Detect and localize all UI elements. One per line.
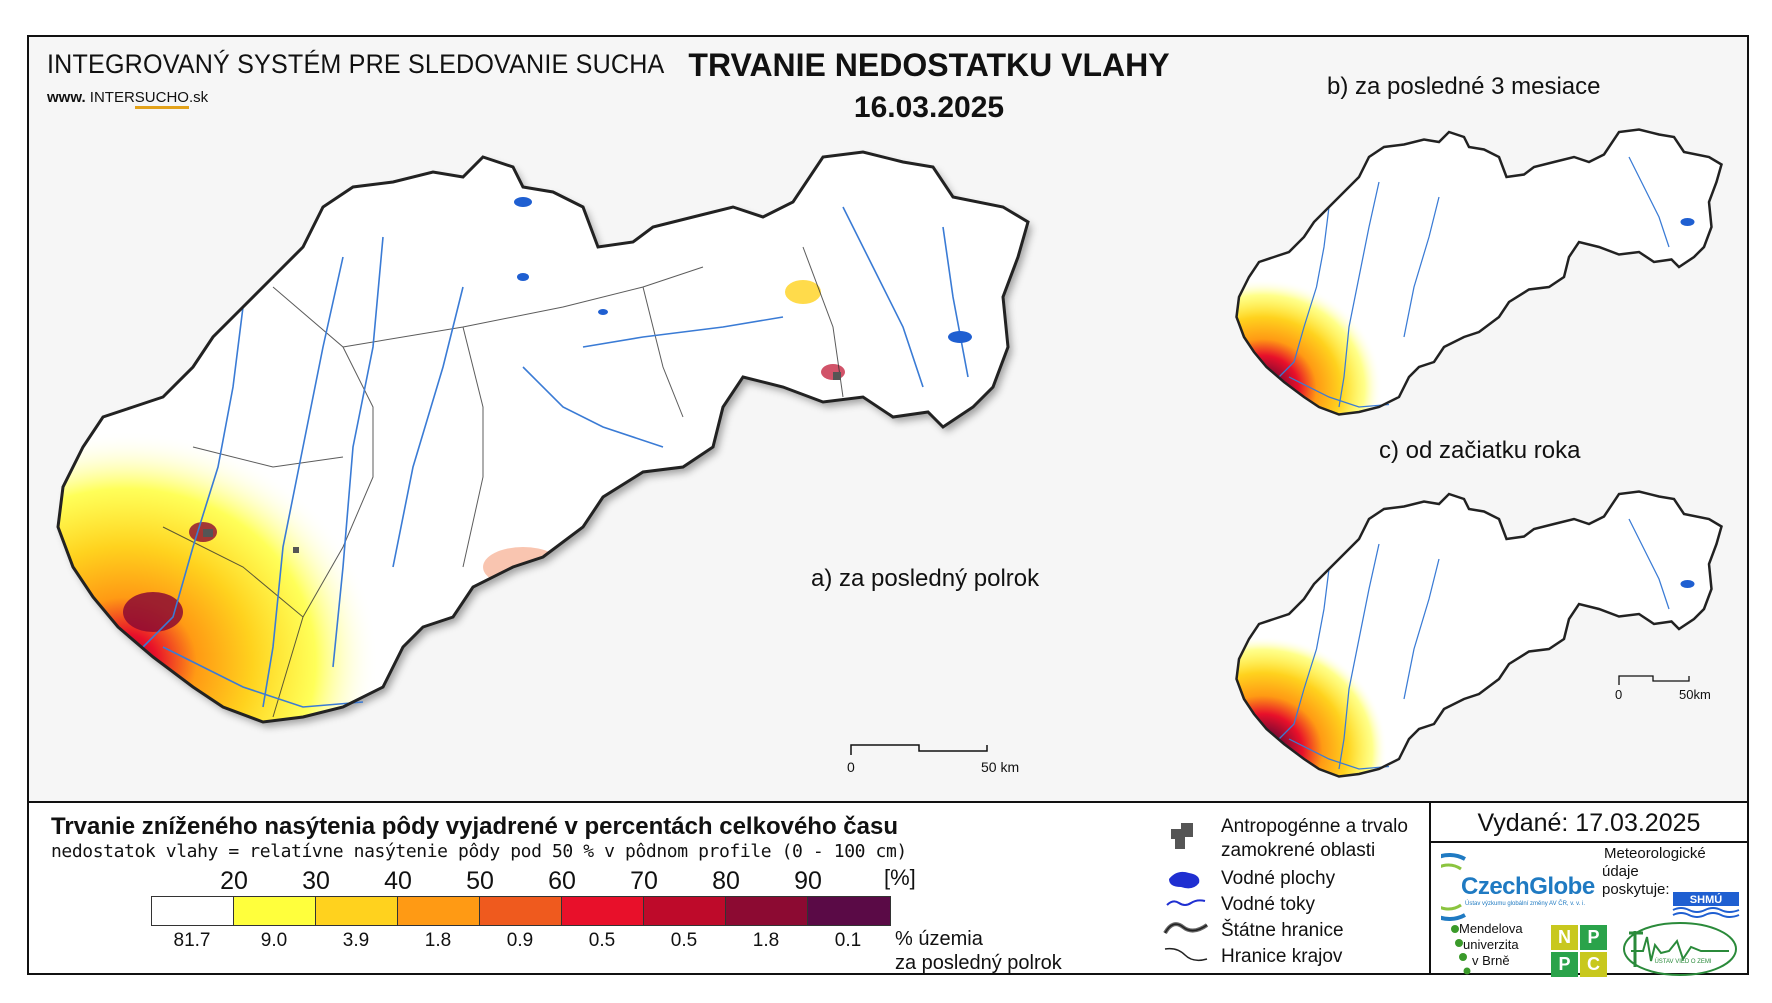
legend-tick: 30 (302, 867, 330, 895)
mendel-dots-icon (1451, 925, 1471, 975)
nppc-letter: P (1551, 952, 1578, 977)
water-area-icon (1169, 871, 1200, 889)
small-scale-zero: 0 (1615, 687, 1623, 702)
nppc-letter: C (1580, 952, 1607, 977)
uvz-text: ÚSTAV VIED O ZEMI (1654, 958, 1711, 965)
legend-swatch (316, 897, 398, 925)
legend-tick: 40 (384, 867, 412, 895)
legend-tick: 80 (712, 867, 740, 895)
legend-tick: 90 (794, 867, 822, 895)
small-scale-bar (1618, 675, 1690, 685)
legend-color-scale (151, 896, 891, 926)
main-scale-zero: 0 (847, 759, 855, 775)
legend-percent: 9.0 (260, 930, 288, 951)
issued-date: Vydané: 17.03.2025 (1477, 809, 1701, 837)
website-suffix: .sk (188, 89, 209, 106)
region-border-icon (1164, 947, 1208, 962)
map-date: 16.03.2025 (853, 91, 1005, 124)
anthro-line1: Antropogénne a trvalo (1221, 816, 1408, 837)
legend-percent: 1.8 (752, 930, 780, 951)
czechglobe-name: CzechGlobe (1461, 873, 1595, 900)
legend-percent-label-line1: % územia (895, 928, 983, 950)
anthro-line2: zamokrené oblasti (1221, 840, 1376, 861)
legend-swatch (562, 897, 644, 925)
meteo-line2: údaje (1602, 863, 1639, 880)
main-map (56, 150, 1030, 724)
legend-tick: 20 (220, 867, 248, 895)
panel-a-label: a) za posledný polrok (811, 565, 1040, 592)
uvz-logo: ÚSTAV VIED O ZEMI (1623, 922, 1737, 976)
legend-swatch (726, 897, 808, 925)
water-flows-label: Vodné toky (1221, 894, 1316, 915)
legend-swatch (398, 897, 480, 925)
legend-percent: 81.7 (173, 930, 211, 951)
website-brand-a: INTER (89, 89, 135, 106)
legend-swatch (808, 897, 890, 925)
panel-b-map (1235, 128, 1723, 416)
legend-percent: 1.8 (424, 930, 452, 951)
legend-percent: 0.5 (670, 930, 698, 951)
nppc-letter: P (1580, 925, 1607, 950)
legend-percent-label-line2: za posledný polrok (895, 952, 1062, 974)
legend-percent: 0.9 (506, 930, 534, 951)
small-scale-end: 50km (1679, 687, 1711, 702)
legend-tick: 70 (630, 867, 658, 895)
website-prefix: www. (47, 89, 86, 106)
panel-c-label: c) od začiatku roka (1379, 437, 1581, 464)
website-brand-b: SUCHO (134, 89, 189, 109)
website-link[interactable]: www. INTERSUCHO.sk (47, 89, 209, 109)
legend-title: Trvanie zníženého nasýtenia pôdy vyjadre… (51, 813, 898, 840)
meteo-provider-label: Meteorologické údaje poskytuje: (1602, 845, 1706, 899)
czechglobe-logo (1441, 853, 1466, 921)
region-border-label: Hranice krajov (1221, 946, 1343, 967)
anthro-label: Antropogénne a trvalo zamokrené oblasti (1221, 815, 1408, 863)
legend-percent: 0.5 (588, 930, 616, 951)
shmu-text: SHMÚ (1690, 893, 1722, 906)
legend-swatch (480, 897, 562, 925)
panel-b-label: b) za posledné 3 mesiace (1327, 73, 1601, 100)
main-scale-bar (850, 744, 988, 755)
legend-unit: [%] (884, 865, 916, 890)
czechglobe-subtitle: Ústav výzkumu globální změny AV ČR, v. v… (1465, 901, 1586, 907)
legend-swatch (152, 897, 234, 925)
legend-swatch (644, 897, 726, 925)
mendel-line1: Mendelova (1459, 921, 1523, 936)
map-title: TRVANIE NEDOSTATKU VLAHY (688, 47, 1170, 83)
map-area: INTEGROVANÝ SYSTÉM PRE SLEDOVANIE SUCHA … (29, 37, 1747, 801)
map-frame: INTEGROVANÝ SYSTÉM PRE SLEDOVANIE SUCHA … (27, 35, 1749, 977)
issuer-divider (1431, 841, 1747, 843)
meteo-line3: poskytuje: (1602, 881, 1670, 898)
legend-percent: 3.9 (342, 930, 370, 951)
main-scale-end: 50 km (981, 759, 1020, 775)
water-areas-label: Vodné plochy (1221, 868, 1336, 889)
mendel-line3: v Brně (1472, 953, 1510, 968)
legend-tick: 50 (466, 867, 494, 895)
shmu-logo: SHMÚ (1672, 892, 1740, 918)
anthro-symbol-icon (1171, 823, 1193, 849)
legend-swatch (234, 897, 316, 925)
legend-subtitle: nedostatok vlahy = relatívne nasýtenie p… (51, 841, 907, 862)
water-flow-icon (1166, 899, 1206, 906)
nppc-logo: N P P C (1551, 925, 1607, 977)
legend-panel: Trvanie zníženého nasýtenia pôdy vyjadre… (29, 801, 1747, 977)
legend-percent: 0.1 (834, 930, 862, 951)
legend-tick: 60 (548, 867, 576, 895)
mendel-university-logo: Mendelova univerzita v Brně (1459, 921, 1523, 969)
mendel-line2: univerzita (1462, 937, 1519, 952)
panel-c-map (1235, 490, 1723, 778)
issuer-separator (1429, 803, 1431, 973)
meteo-line1: Meteorologické (1604, 845, 1706, 862)
state-border-label: Štátne hranice (1221, 920, 1344, 941)
system-title: INTEGROVANÝ SYSTÉM PRE SLEDOVANIE SUCHA (47, 49, 665, 79)
legend-percent-label: % územia za posledný polrok (895, 927, 1062, 975)
nppc-letter: N (1551, 925, 1578, 950)
state-border-icon (1163, 922, 1209, 935)
